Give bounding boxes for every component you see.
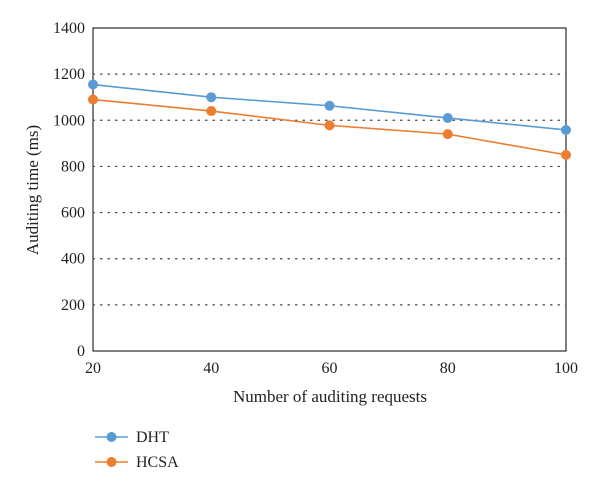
plot-area: [92, 27, 567, 352]
x-tick-label-40: 40: [203, 360, 219, 377]
y-tick-label-400: 400: [61, 251, 85, 268]
y-tick-label-800: 800: [61, 158, 85, 175]
legend-label-dht: DHT: [136, 429, 169, 446]
data-point-hcsa-40: [206, 106, 217, 117]
x-tick-label-60: 60: [322, 360, 338, 377]
y-tick-label-200: 200: [61, 297, 85, 314]
x-tick-label-100: 100: [554, 360, 578, 377]
y-axis-ticks: 0 200 400 600 800 1000 1200 1400: [53, 20, 85, 360]
data-point-dht-80: [442, 112, 453, 123]
y-tick-label-1200: 1200: [53, 66, 85, 83]
legend: DHT HCSA: [95, 429, 179, 471]
legend-label-hcsa: HCSA: [136, 454, 179, 471]
x-tick-label-80: 80: [440, 360, 456, 377]
y-axis-title: Auditing time (ms): [23, 125, 42, 255]
data-point-dht-100: [561, 124, 571, 135]
y-tick-label-600: 600: [61, 205, 85, 222]
data-point-hcsa-80: [442, 129, 453, 140]
y-tick-label-1000: 1000: [53, 112, 85, 129]
legend-marker-hcsa: [106, 457, 117, 467]
data-point-dht-40: [206, 92, 217, 103]
data-point-dht-20: [88, 79, 98, 90]
data-point-dht-60: [324, 100, 335, 111]
data-point-hcsa-100: [561, 149, 571, 160]
legend-marker-dht: [106, 432, 117, 442]
data-point-hcsa-20: [88, 94, 98, 105]
y-tick-label-1400: 1400: [53, 20, 85, 37]
series-group: [88, 79, 571, 160]
x-tick-label-20: 20: [85, 360, 101, 377]
x-axis-title: Number of auditing requests: [233, 387, 427, 406]
data-point-hcsa-60: [324, 120, 335, 131]
x-axis-ticks: 20 40 60 80 100: [85, 360, 578, 377]
y-tick-label-0: 0: [77, 343, 85, 360]
